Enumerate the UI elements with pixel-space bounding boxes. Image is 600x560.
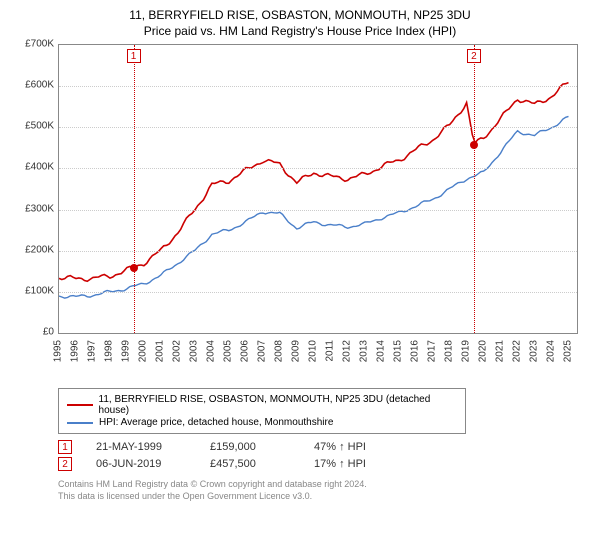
footer-line-2: This data is licensed under the Open Gov…	[58, 491, 590, 503]
x-axis-label: 1997	[86, 340, 97, 362]
legend-row: HPI: Average price, detached house, Monm…	[67, 417, 457, 428]
transaction-point	[130, 264, 138, 272]
y-axis-label: £700K	[25, 39, 54, 50]
gridline	[59, 86, 577, 87]
x-axis-label: 2001	[154, 340, 165, 362]
x-axis-label: 2016	[409, 340, 420, 362]
x-axis-label: 1996	[69, 340, 80, 362]
x-axis-label: 2000	[137, 340, 148, 362]
gridline	[59, 127, 577, 128]
transaction-marker-1: 1	[58, 440, 72, 454]
x-axis-label: 2009	[290, 340, 301, 362]
x-axis-label: 1999	[120, 340, 131, 362]
chart-area: 12 £0£100K£200K£300K£400K£500K£600K£700K…	[10, 44, 590, 384]
transaction-point	[470, 141, 478, 149]
transaction-marker-2: 2	[58, 457, 72, 471]
y-axis-label: £200K	[25, 244, 54, 255]
y-axis-label: £0	[43, 327, 54, 338]
transaction-vline	[134, 45, 135, 333]
y-axis-label: £100K	[25, 285, 54, 296]
x-axis-label: 2007	[256, 340, 267, 362]
x-axis-label: 2018	[443, 340, 454, 362]
y-axis-label: £400K	[25, 162, 54, 173]
transaction-row: 2 06-JUN-2019 £457,500 17% ↑ HPI	[58, 457, 590, 471]
x-axis-label: 2020	[477, 340, 488, 362]
chart-container: 11, BERRYFIELD RISE, OSBASTON, MONMOUTH,…	[0, 0, 600, 560]
titles: 11, BERRYFIELD RISE, OSBASTON, MONMOUTH,…	[10, 8, 590, 38]
title-main: 11, BERRYFIELD RISE, OSBASTON, MONMOUTH,…	[10, 8, 590, 22]
x-axis-label: 2022	[511, 340, 522, 362]
x-axis-label: 2024	[545, 340, 556, 362]
x-axis-label: 2006	[239, 340, 250, 362]
x-axis-label: 2004	[205, 340, 216, 362]
x-axis-label: 2008	[273, 340, 284, 362]
transaction-row: 1 21-MAY-1999 £159,000 47% ↑ HPI	[58, 440, 590, 454]
y-axis-label: £300K	[25, 203, 54, 214]
x-axis-label: 1998	[103, 340, 114, 362]
x-axis-label: 2011	[324, 340, 335, 362]
x-axis-label: 2012	[341, 340, 352, 362]
transactions-table: 1 21-MAY-1999 £159,000 47% ↑ HPI 2 06-JU…	[58, 440, 590, 471]
x-axis-label: 2023	[528, 340, 539, 362]
y-axis-label: £500K	[25, 121, 54, 132]
gridline	[59, 251, 577, 252]
legend: 11, BERRYFIELD RISE, OSBASTON, MONMOUTH,…	[58, 388, 466, 434]
gridline	[59, 210, 577, 211]
transaction-vline	[474, 45, 475, 333]
transaction-date: 21-MAY-1999	[96, 441, 186, 453]
title-sub: Price paid vs. HM Land Registry's House …	[10, 24, 590, 38]
transaction-marker-box: 2	[467, 49, 481, 63]
legend-row: 11, BERRYFIELD RISE, OSBASTON, MONMOUTH,…	[67, 394, 457, 416]
y-axis-label: £600K	[25, 80, 54, 91]
x-axis-label: 2010	[307, 340, 318, 362]
gridline	[59, 292, 577, 293]
legend-label-1: HPI: Average price, detached house, Monm…	[99, 417, 333, 428]
x-axis-label: 2002	[171, 340, 182, 362]
transaction-price: £159,000	[210, 441, 290, 453]
transaction-marker-box: 1	[127, 49, 141, 63]
x-axis-label: 2025	[562, 340, 573, 362]
x-axis-label: 2017	[426, 340, 437, 362]
transaction-pct: 47% ↑ HPI	[314, 441, 414, 453]
line-series-svg	[59, 45, 577, 333]
gridline	[59, 168, 577, 169]
x-axis-label: 2015	[392, 340, 403, 362]
x-axis-label: 2014	[375, 340, 386, 362]
x-axis-label: 2003	[188, 340, 199, 362]
x-axis-label: 2021	[494, 340, 505, 362]
transaction-price: £457,500	[210, 458, 290, 470]
footer: Contains HM Land Registry data © Crown c…	[58, 479, 590, 502]
x-axis-label: 2013	[358, 340, 369, 362]
transaction-pct: 17% ↑ HPI	[314, 458, 414, 470]
legend-swatch-1	[67, 422, 93, 424]
legend-swatch-0	[67, 404, 93, 406]
footer-line-1: Contains HM Land Registry data © Crown c…	[58, 479, 590, 491]
x-axis-label: 1995	[53, 340, 64, 362]
legend-label-0: 11, BERRYFIELD RISE, OSBASTON, MONMOUTH,…	[99, 394, 457, 416]
transaction-date: 06-JUN-2019	[96, 458, 186, 470]
x-axis-label: 2019	[460, 340, 471, 362]
plot-area: 12	[58, 44, 578, 334]
x-axis-label: 2005	[222, 340, 233, 362]
